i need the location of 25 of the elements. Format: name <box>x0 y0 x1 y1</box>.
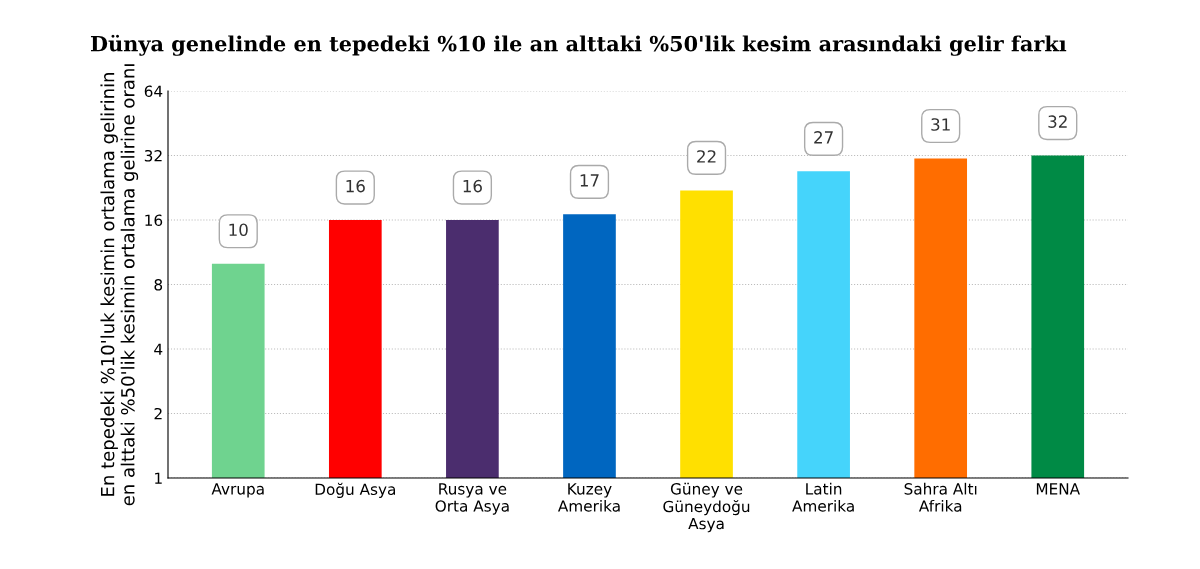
y-axis-title: En tepedeki %10'luk kesimin ortalama gelirinin en alttaki %50'lik kesimin ortalama gelirine oranı <box>100 64 139 506</box>
data-label: 31 <box>931 118 950 131</box>
y-tick-label: 16 <box>145 214 163 227</box>
chart-title: Dünya genelinde en tepedeki %10 ile an alttaki %50'lik kesim arasındaki gelir farkı <box>90 34 1067 56</box>
x-tick-label: Güney ve Güneydoğu Asya <box>663 482 750 533</box>
y-tick-label: 2 <box>154 407 162 420</box>
data-label: 17 <box>580 174 599 187</box>
y-tick-label: 4 <box>154 343 163 355</box>
data-label: 32 <box>1048 115 1067 128</box>
y-tick-label: 64 <box>144 85 163 98</box>
x-tick-label: Doğu Asya <box>315 482 396 498</box>
x-tick-label: MENA <box>1036 483 1080 495</box>
data-label: 10 <box>229 223 248 237</box>
data-label: 16 <box>346 179 365 193</box>
x-tick-label: Kuzey Amerika <box>557 483 620 512</box>
data-label: 22 <box>697 150 716 163</box>
x-tick-label: Rusya ve Orta Asya <box>435 483 509 515</box>
x-tick-label: Sahra Altı Afrika <box>904 482 977 512</box>
data-label: 27 <box>814 131 833 144</box>
y-tick-label: 8 <box>154 278 163 291</box>
x-tick-label: Latin Amerika <box>792 482 854 512</box>
y-tick-label: 32 <box>144 149 162 162</box>
data-label: 16 <box>463 179 482 193</box>
x-tick-label: Avrupa <box>211 483 264 498</box>
y-tick-label: 1 <box>155 472 162 484</box>
